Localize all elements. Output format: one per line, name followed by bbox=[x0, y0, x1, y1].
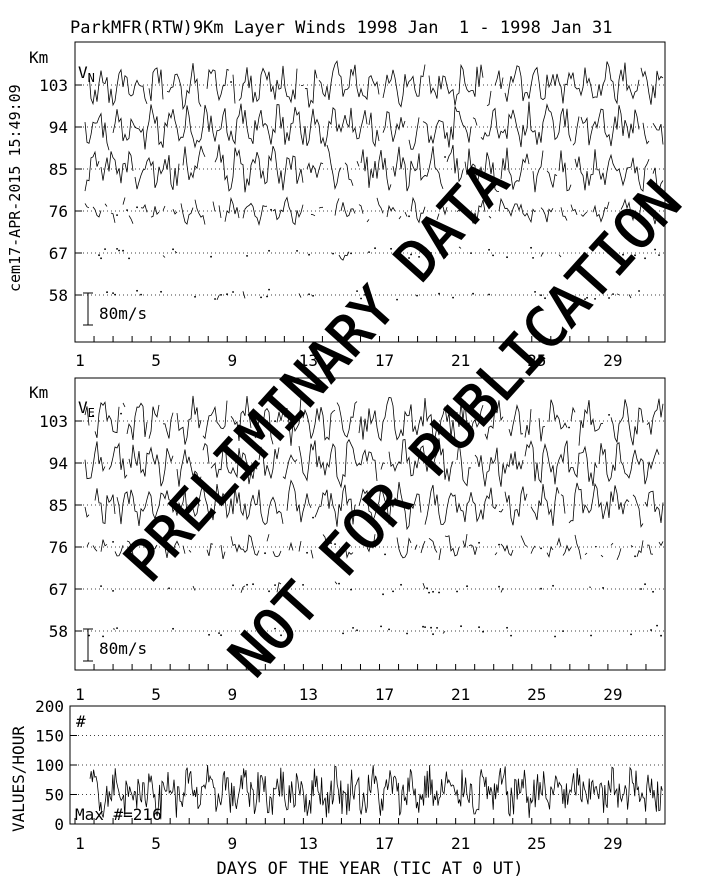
side-stamp: cem17-APR-2015 15:49:09 bbox=[6, 84, 24, 292]
trace-94km bbox=[84, 101, 664, 151]
panel-ve-component-subscript: E bbox=[88, 406, 95, 420]
xtick-label-21: 21 bbox=[451, 685, 470, 704]
ytick-label-76: 76 bbox=[49, 538, 68, 557]
trace-85km bbox=[84, 144, 664, 193]
panel-ve-yunit: Km bbox=[29, 383, 48, 402]
count-ytick-label-100: 100 bbox=[35, 756, 64, 775]
count-ytick-label-150: 150 bbox=[35, 727, 64, 746]
xtick-label-1: 1 bbox=[75, 351, 85, 370]
trace-103km bbox=[88, 60, 664, 111]
xtick-label-13: 13 bbox=[299, 351, 318, 370]
panel-ve-component: VE bbox=[78, 398, 95, 420]
xtick-label-17: 17 bbox=[375, 351, 394, 370]
xtick-label-17: 17 bbox=[375, 685, 394, 704]
count-ytick-label-200: 200 bbox=[35, 697, 64, 716]
ytick-label-94: 94 bbox=[49, 454, 68, 473]
panel-count-symbol: # bbox=[76, 712, 86, 731]
panel-count-yticks: 0 50 100 150 200 bbox=[35, 697, 77, 834]
scatter-76km bbox=[112, 541, 636, 558]
watermark-line1: PRELIMINARY DATA bbox=[112, 150, 521, 594]
count-xtick-label-5: 5 bbox=[151, 834, 161, 853]
count-xtick-label-13: 13 bbox=[299, 834, 318, 853]
panel-ve-scale-label: 80m/s bbox=[99, 639, 147, 658]
ytick-label-58: 58 bbox=[49, 286, 68, 305]
count-xtick-label-21: 21 bbox=[451, 834, 470, 853]
count-xtick-label-17: 17 bbox=[375, 834, 394, 853]
trace-76km bbox=[86, 534, 664, 561]
xtick-label-13: 13 bbox=[299, 685, 318, 704]
xtick-label-5: 5 bbox=[151, 685, 161, 704]
panel-ve: Km VE 103 94 85 76 67 58 1 5 9 13 17 21 25 29 80m/s bbox=[29, 377, 666, 704]
ytick-label-103: 103 bbox=[39, 76, 68, 95]
scatter-58km bbox=[88, 624, 662, 638]
count-xtick-label-1: 1 bbox=[75, 834, 85, 853]
scatter-58km bbox=[106, 288, 640, 301]
count-ytick-label-50: 50 bbox=[45, 786, 64, 805]
scatter-67km bbox=[98, 246, 660, 260]
xtick-label-25: 25 bbox=[527, 685, 546, 704]
count-ytick-label-0: 0 bbox=[54, 815, 64, 834]
panel-ve-traces bbox=[84, 395, 664, 638]
panel-count: VALUES/HOUR # 0 50 100 150 200 1 5 9 13 17 21 25 29… bbox=[9, 697, 666, 877]
xtick-label-1: 1 bbox=[75, 685, 85, 704]
panel-vn-yticks: 103 94 85 76 67 58 bbox=[39, 76, 82, 305]
panel-count-trace bbox=[89, 764, 663, 820]
panel-vn-component-subscript: N bbox=[88, 71, 95, 85]
scatter-76km bbox=[116, 206, 428, 219]
chart-title: ParkMFR(RTW)9Km Layer Winds 1998 Jan 1 -… bbox=[70, 18, 612, 38]
xtick-label-21: 21 bbox=[451, 351, 470, 370]
ytick-label-85: 85 bbox=[49, 496, 68, 515]
xtick-label-9: 9 bbox=[227, 685, 237, 704]
xtick-label-9: 9 bbox=[227, 351, 237, 370]
panel-count-max-label: Max #=216 bbox=[75, 805, 162, 824]
count-xtick-label-29: 29 bbox=[603, 834, 622, 853]
panel-vn-component: VN bbox=[78, 63, 95, 85]
panel-vn-scale-label: 80m/s bbox=[99, 304, 147, 323]
ytick-label-67: 67 bbox=[49, 244, 68, 263]
count-xtick-label-25: 25 bbox=[527, 834, 546, 853]
panel-count-xticks: 1 5 9 13 17 21 25 29 bbox=[74, 818, 666, 853]
xtick-label-29: 29 bbox=[603, 685, 622, 704]
ytick-label-103: 103 bbox=[39, 412, 68, 431]
ytick-label-67: 67 bbox=[49, 580, 68, 599]
xtick-label-29: 29 bbox=[603, 351, 622, 370]
ytick-label-94: 94 bbox=[49, 118, 68, 137]
panel-vn-frame bbox=[74, 41, 666, 343]
panel-ve-component-letter: V bbox=[78, 398, 88, 417]
count-xtick-label-9: 9 bbox=[227, 834, 237, 853]
scatter-103km bbox=[92, 412, 610, 429]
panel-count-xlabel: DAYS OF THE YEAR (TIC AT 0 UT) bbox=[216, 859, 523, 877]
panel-ve-xticks: 1 5 9 13 17 21 25 29 bbox=[74, 664, 666, 704]
panel-count-ylabel: VALUES/HOUR bbox=[9, 726, 28, 832]
ytick-label-85: 85 bbox=[49, 160, 68, 179]
panel-ve-frame bbox=[74, 377, 666, 671]
panel-vn-component-letter: V bbox=[78, 63, 88, 82]
trace-67km bbox=[193, 582, 661, 593]
watermark: PRELIMINARY DATA NOT FOR PUBLICATION bbox=[111, 149, 694, 690]
xtick-label-25: 25 bbox=[527, 351, 546, 370]
scatter-67km bbox=[100, 582, 654, 596]
panel-ve-yticks: 103 94 85 76 67 58 bbox=[39, 412, 82, 641]
trace-103km bbox=[84, 395, 664, 446]
xtick-label-5: 5 bbox=[151, 351, 161, 370]
panel-vn-yunit: Km bbox=[29, 48, 48, 67]
ytick-label-58: 58 bbox=[49, 622, 68, 641]
ytick-label-76: 76 bbox=[49, 202, 68, 221]
panel-vn: Km VN 103 94 85 76 67 58 1 5 9 13 17 21 25 29 80m/s bbox=[29, 41, 666, 370]
panel-vn-traces bbox=[84, 60, 664, 301]
trace-85km bbox=[84, 479, 664, 531]
panel-vn-xticks: 1 5 9 13 17 21 25 29 bbox=[74, 336, 666, 370]
